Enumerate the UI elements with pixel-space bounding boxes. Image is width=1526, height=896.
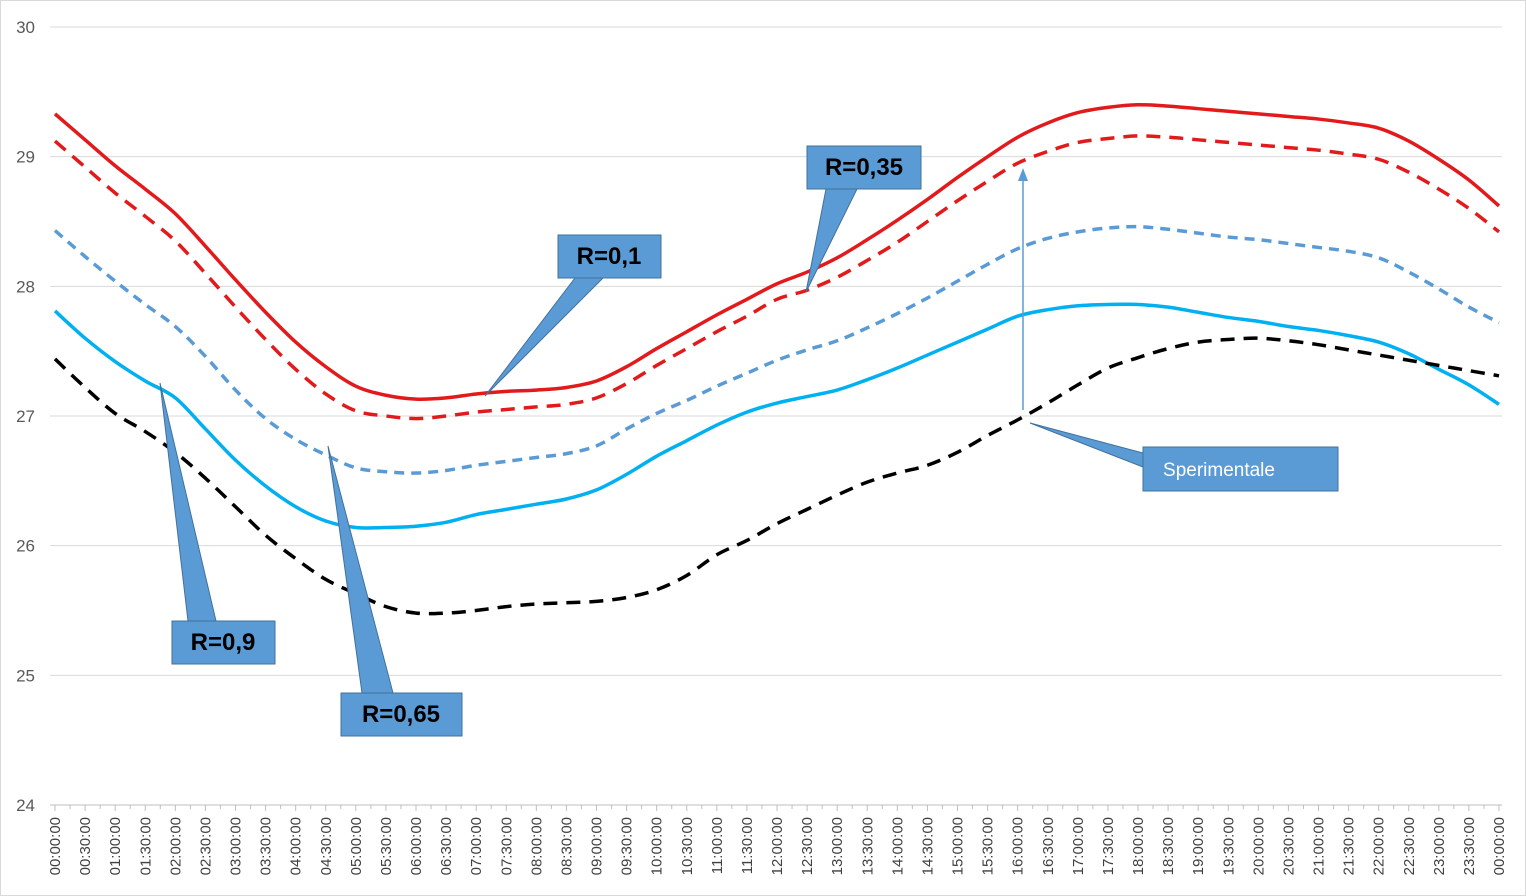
callout-label: R=0,9: [191, 629, 256, 656]
x-tick-label: 00:30:00: [77, 817, 94, 875]
x-tick-label: 00:00:00: [1491, 817, 1508, 875]
x-tick-label: 06:30:00: [438, 817, 455, 875]
x-tick-label: 23:30:00: [1461, 817, 1478, 875]
x-tick-label: 22:30:00: [1401, 817, 1418, 875]
x-tick-label: 13:00:00: [829, 817, 846, 875]
callout-sperimentale: Sperimentale: [1029, 422, 1339, 492]
x-tick-label: 08:30:00: [558, 817, 575, 875]
x-tick-label: 10:30:00: [679, 817, 696, 875]
x-tick-label: 19:30:00: [1220, 817, 1237, 875]
callout-label: Sperimentale: [1163, 460, 1275, 481]
x-tick-label: 16:30:00: [1040, 817, 1057, 875]
x-tick-label: 09:00:00: [589, 817, 606, 875]
x-tick-label: 10:00:00: [649, 817, 666, 875]
x-tick-label: 21:00:00: [1311, 817, 1328, 875]
series-line-1: [53, 103, 1501, 401]
callout-label: R=0,1: [577, 243, 642, 270]
x-tick-label: 19:00:00: [1190, 817, 1207, 875]
x-tick-label: 23:00:00: [1431, 817, 1448, 875]
x-tick-label: 03:00:00: [228, 817, 245, 875]
x-tick-label: 14:30:00: [919, 817, 936, 875]
y-tick-label: 24: [16, 796, 35, 815]
y-tick-label: 28: [16, 277, 35, 296]
x-tick-label: 07:30:00: [498, 817, 515, 875]
x-tick-label: 13:30:00: [859, 817, 876, 875]
x-tick-label: 00:00:00: [47, 817, 64, 875]
y-axis: 24 25 26 27 28 29 30: [16, 18, 35, 815]
x-tick-label: 04:00:00: [288, 817, 305, 875]
x-tick-label: 01:00:00: [107, 817, 124, 875]
x-tick-label: 09:30:00: [619, 817, 636, 875]
x-tick-label: 12:00:00: [769, 817, 786, 875]
x-tick-label: 04:30:00: [318, 817, 335, 875]
x-tick-label: 12:30:00: [799, 817, 816, 875]
y-tick-label: 27: [16, 407, 35, 426]
x-tick-label: 08:00:00: [528, 817, 545, 875]
x-tick-label: 03:30:00: [258, 817, 275, 875]
x-tick-label: 02:00:00: [167, 817, 184, 875]
x-tick-label: 07:00:00: [468, 817, 485, 875]
x-tick-label: 20:00:00: [1250, 817, 1267, 875]
y-tick-label: 30: [16, 18, 35, 37]
x-tick-label: 14:00:00: [889, 817, 906, 875]
x-tick-label: 15:00:00: [950, 817, 967, 875]
x-tick-label: 18:00:00: [1130, 817, 1147, 875]
offset-arrow: [1018, 168, 1028, 410]
x-tick-label: 01:30:00: [137, 817, 154, 875]
callout-r-0-35: R=0,35: [805, 145, 922, 293]
callout-r-0-65: R=0,65: [327, 445, 463, 737]
callout-label: R=0,35: [825, 154, 903, 181]
x-axis: 00:00:00 00:30:00 01:00:00 01:30:00 02:00:00…: [47, 804, 1508, 875]
x-tick-label: 05:00:00: [348, 817, 365, 875]
x-tick-label: 17:00:00: [1070, 817, 1087, 875]
y-tick-label: 29: [16, 148, 35, 167]
callout-r-0-1: R=0,1: [484, 234, 662, 397]
x-tick-label: 05:30:00: [378, 817, 395, 875]
x-tick-label: 20:30:00: [1280, 817, 1297, 875]
x-tick-label: 21:30:00: [1341, 817, 1358, 875]
x-tick-label: 15:30:00: [980, 817, 997, 875]
x-tick-label: 11:00:00: [709, 817, 726, 874]
callouts: R=0,1 R=0,35 R=0,9 R=0,65 Sperimentale: [159, 145, 1339, 737]
x-tick-label: 02:30:00: [197, 817, 214, 875]
y-tick-label: 25: [16, 666, 35, 685]
x-tick-label: 22:00:00: [1371, 817, 1388, 875]
x-tick-label: 16:00:00: [1010, 817, 1027, 875]
x-tick-label: 17:30:00: [1100, 817, 1117, 875]
series-line-4: [53, 302, 1500, 530]
callout-label: R=0,65: [362, 701, 440, 728]
series-lines: [53, 103, 1501, 616]
series-line-2: [53, 134, 1501, 421]
y-tick-label: 26: [16, 537, 35, 556]
x-tick-label: 18:30:00: [1160, 817, 1177, 875]
callout-r-0-9: R=0,9: [159, 382, 276, 665]
x-tick-label: 11:30:00: [739, 817, 756, 874]
x-tick-label: 06:00:00: [408, 817, 425, 875]
